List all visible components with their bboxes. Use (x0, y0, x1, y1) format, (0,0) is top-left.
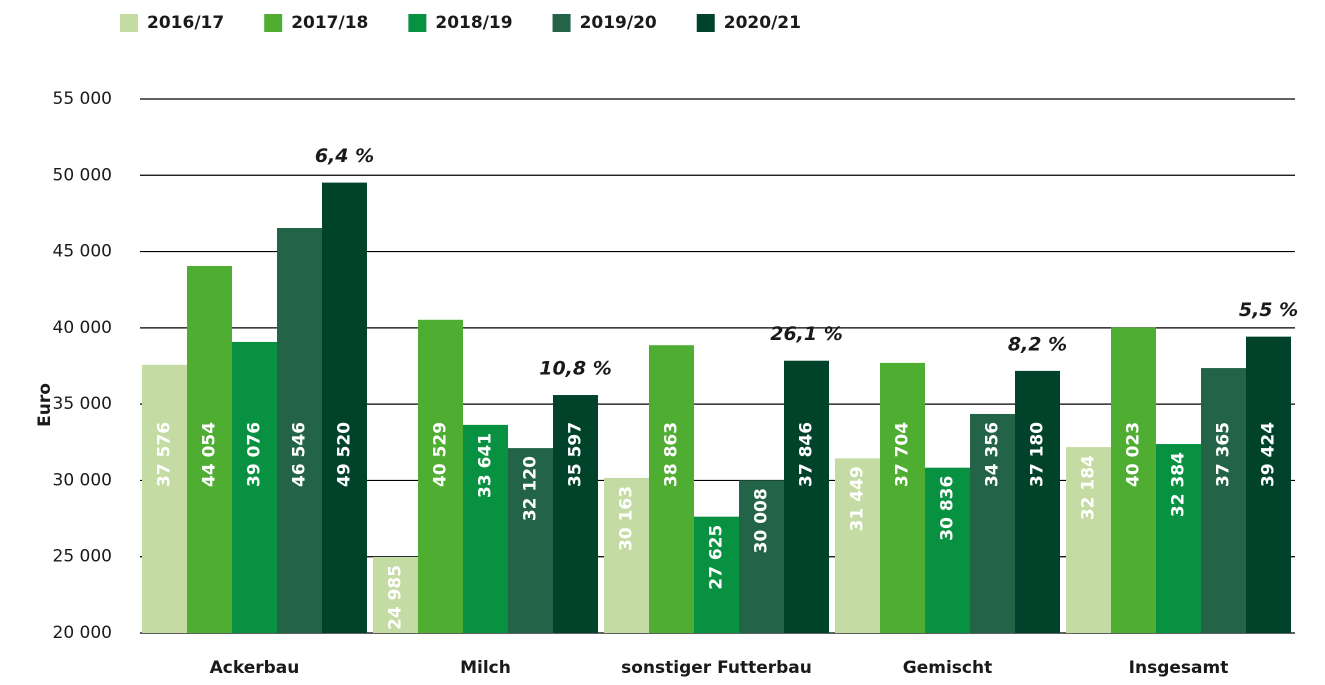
bar (463, 424, 508, 633)
value-label: 49 520 (335, 422, 355, 487)
bar (142, 364, 187, 633)
value-label: 35 597 (566, 422, 586, 487)
bar (187, 266, 232, 633)
bar (373, 556, 418, 633)
annotation: 10,8 % (539, 358, 612, 380)
legend-label: 2016/17 (147, 13, 224, 33)
bar (1246, 336, 1291, 633)
y-tick-label: 25 000 (53, 547, 112, 567)
value-label: 39 076 (245, 422, 265, 487)
y-tick-label: 45 000 (53, 242, 112, 262)
value-label: 44 054 (200, 422, 220, 487)
value-label: 40 023 (1124, 422, 1144, 487)
bar (1015, 370, 1060, 633)
legend-label: 2020/21 (724, 13, 801, 33)
y-tick-label: 20 000 (53, 623, 112, 643)
value-label: 31 449 (848, 466, 868, 531)
value-label: 30 163 (617, 486, 637, 551)
bar (604, 477, 649, 633)
bar (970, 413, 1015, 633)
y-axis-label: Euro (35, 383, 55, 427)
x-tick-label: Milch (460, 658, 511, 678)
y-tick-label: 55 000 (53, 89, 112, 109)
legend-swatch (696, 14, 715, 32)
bar (322, 182, 367, 634)
value-label: 32 384 (1169, 452, 1189, 517)
annotation: 26,1 % (770, 323, 843, 345)
bar (553, 395, 598, 633)
legend-label: 2017/18 (291, 13, 368, 33)
value-label: 30 008 (752, 488, 772, 553)
bar (784, 360, 829, 633)
legend-label: 2019/20 (580, 13, 657, 33)
bar (925, 467, 970, 633)
value-label: 32 120 (521, 456, 541, 521)
x-tick-label: sonstiger Futterbau (621, 658, 812, 678)
bar (1201, 368, 1246, 633)
value-label: 34 356 (983, 422, 1003, 487)
value-label: 39 424 (1259, 422, 1279, 487)
legend-label: 2018/19 (435, 13, 512, 33)
annotation: 8,2 % (1008, 333, 1067, 355)
value-label: 37 576 (155, 422, 175, 487)
bar (418, 319, 463, 633)
annotation: 5,5 % (1239, 299, 1298, 321)
bar (880, 362, 925, 633)
bar (277, 227, 322, 633)
x-tick-label: Ackerbau (210, 658, 300, 678)
bar (232, 341, 277, 633)
value-label: 37 365 (1214, 422, 1234, 487)
value-label: 37 180 (1028, 422, 1048, 487)
value-label: 37 704 (893, 422, 913, 487)
annotation: 6,4 % (315, 145, 374, 167)
y-tick-label: 35 000 (53, 394, 112, 414)
value-label: 46 546 (290, 422, 310, 487)
y-tick-label: 30 000 (53, 470, 112, 490)
value-label: 30 836 (938, 476, 958, 541)
bar (508, 448, 553, 633)
value-label: 37 846 (797, 422, 817, 487)
value-label: 27 625 (707, 525, 727, 590)
x-tick-label: Insgesamt (1129, 658, 1229, 678)
bar (1111, 327, 1156, 633)
legend-swatch (408, 14, 427, 32)
legend-swatch (264, 14, 283, 32)
legend-swatch (552, 14, 571, 32)
bar (694, 516, 739, 633)
y-tick-label: 50 000 (53, 165, 112, 185)
value-label: 40 529 (431, 422, 451, 487)
bar (1066, 447, 1111, 633)
bar (835, 458, 880, 633)
value-label: 24 985 (386, 565, 406, 630)
value-label: 38 863 (662, 422, 682, 487)
bar (1156, 444, 1201, 633)
value-label: 33 641 (476, 433, 496, 498)
legend-swatch (120, 14, 138, 32)
bar (739, 480, 784, 633)
bar (649, 345, 694, 633)
value-label: 32 184 (1079, 455, 1099, 520)
y-tick-label: 40 000 (53, 318, 112, 338)
x-tick-label: Gemischt (903, 658, 992, 678)
